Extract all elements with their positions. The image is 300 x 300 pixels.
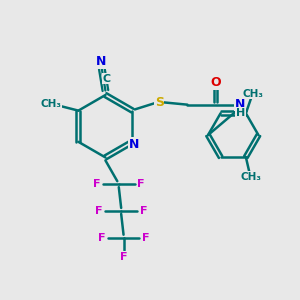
- Text: F: F: [98, 233, 105, 243]
- Text: CH₃: CH₃: [240, 172, 261, 182]
- Text: C: C: [103, 74, 111, 84]
- Text: CH₃: CH₃: [40, 99, 61, 109]
- Text: N: N: [96, 55, 106, 68]
- Text: CH₃: CH₃: [242, 88, 263, 99]
- Text: F: F: [93, 179, 100, 189]
- Text: F: F: [137, 179, 145, 189]
- Text: N: N: [235, 98, 245, 111]
- Text: F: F: [120, 252, 127, 262]
- Text: F: F: [142, 233, 150, 243]
- Text: F: F: [140, 206, 147, 216]
- Text: F: F: [95, 206, 103, 216]
- Text: N: N: [129, 138, 139, 151]
- Text: O: O: [210, 76, 221, 89]
- Text: H: H: [236, 108, 245, 118]
- Text: S: S: [155, 96, 164, 109]
